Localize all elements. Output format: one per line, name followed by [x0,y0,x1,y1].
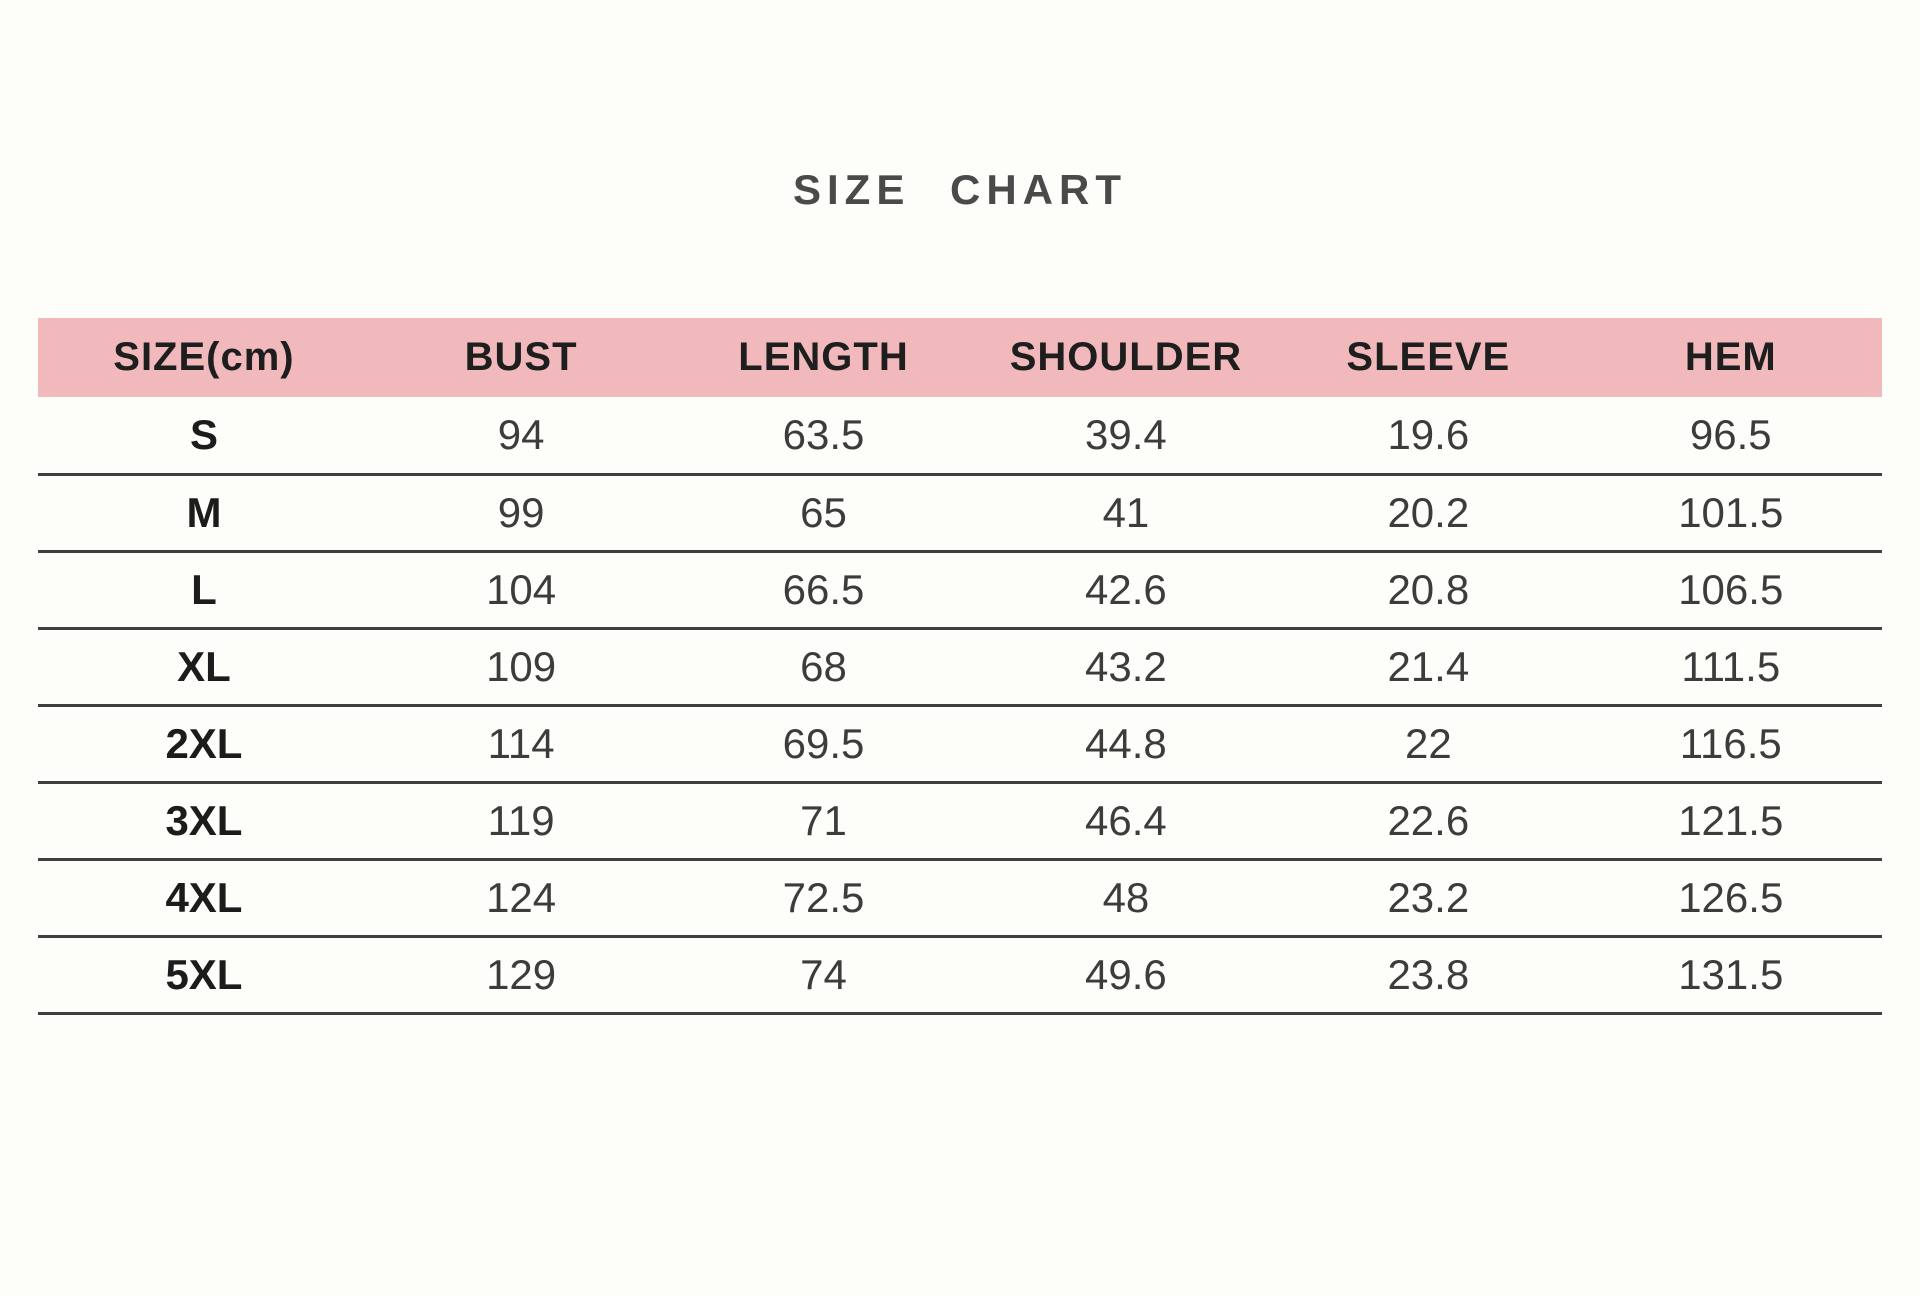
hem-cell: 101.5 [1678,488,1784,536]
bust-cell: 114 [487,719,555,767]
column-header-hem: HEM [1684,335,1777,379]
size-cell: 5XL [165,950,243,998]
bust-cell: 94 [497,410,545,458]
hem-cell: 131.5 [1678,950,1784,998]
sleeve-cell: 21.4 [1387,642,1470,690]
sleeve-cell: 22.6 [1387,796,1470,844]
table-header-row: SIZE(cm) BUST LENGTH SHOULDER SLEEVE HEM [38,318,1882,397]
hem-cell: 106.5 [1678,565,1784,613]
length-cell: 72.5 [782,873,865,921]
size-cell: XL [177,642,231,690]
shoulder-cell: 42.6 [1085,565,1167,613]
sleeve-cell: 23.8 [1387,950,1470,998]
table-row-4xl: 4XL 124 72.5 48 23.2 126.5 [38,859,1882,936]
bust-cell: 119 [487,796,555,844]
length-cell: 74 [800,950,847,998]
sleeve-cell: 20.8 [1387,565,1470,613]
sleeve-cell: 20.2 [1387,488,1470,536]
size-cell: 4XL [165,873,243,921]
size-cell: L [191,565,217,613]
sleeve-cell: 22 [1404,719,1452,767]
hem-cell: 111.5 [1681,642,1781,690]
hem-cell: 126.5 [1678,873,1784,921]
size-cell: 3XL [165,796,243,844]
table-row-5xl: 5XL 129 74 49.6 23.8 131.5 [38,936,1882,1013]
shoulder-cell: 48 [1102,873,1150,921]
size-cell: 2XL [165,719,243,767]
column-header-bust: BUST [464,335,578,379]
hem-cell: 116.5 [1679,719,1782,767]
size-cell: S [189,410,218,458]
column-header-sleeve: SLEEVE [1346,335,1511,379]
page-title: SIZE CHART [793,166,1127,213]
length-cell: 66.5 [782,565,865,613]
hem-cell: 96.5 [1689,410,1772,458]
bust-cell: 124 [486,873,557,921]
bust-cell: 109 [486,642,557,690]
table-row-xl: XL 109 68 43.2 21.4 111.5 [38,628,1882,705]
shoulder-cell: 41 [1102,488,1150,536]
bust-cell: 129 [486,950,557,998]
table-row-m: M 99 65 41 20.2 101.5 [38,474,1882,551]
column-header-length: LENGTH [738,335,909,379]
shoulder-cell: 43.2 [1085,642,1167,690]
sleeve-cell: 19.6 [1387,410,1470,458]
length-cell: 71 [800,796,847,844]
hem-cell: 121.5 [1678,796,1784,844]
bust-cell: 99 [497,488,545,536]
table-row-2xl: 2XL 114 69.5 44.8 22 116.5 [38,705,1882,782]
length-cell: 63.5 [782,410,865,458]
length-cell: 65 [800,488,847,536]
column-header-shoulder: SHOULDER [1009,335,1243,379]
shoulder-cell: 44.8 [1085,719,1167,767]
size-cell: M [186,488,222,536]
table-row-l: L 104 66.5 42.6 20.8 106.5 [38,551,1882,628]
table-row-s: S 94 63.5 39.4 19.6 96.5 [38,397,1882,474]
length-cell: 68 [800,642,847,690]
bust-cell: 104 [486,565,557,613]
shoulder-cell: 49.6 [1085,950,1167,998]
sleeve-cell: 23.2 [1387,873,1470,921]
length-cell: 69.5 [782,719,865,767]
column-header-size: SIZE(cm) [113,335,295,379]
shoulder-cell: 46.4 [1085,796,1167,844]
table-row-3xl: 3XL 119 71 46.4 22.6 121.5 [38,782,1882,859]
size-chart-table: SIZE(cm) BUST LENGTH SHOULDER SLEEVE HEM… [38,318,1882,1015]
shoulder-cell: 39.4 [1085,410,1167,458]
